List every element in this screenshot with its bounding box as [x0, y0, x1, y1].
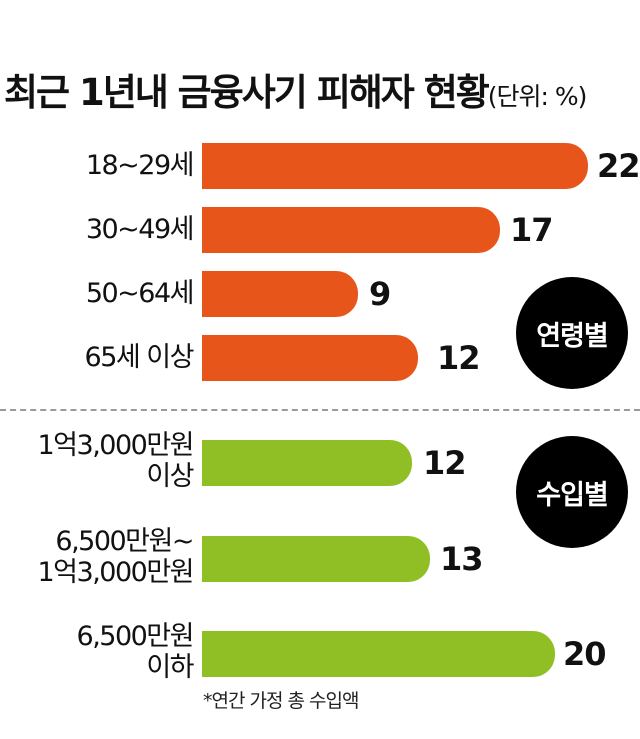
- badge-income: 수입별: [516, 436, 628, 548]
- bar-label: 1억3,000만원 이상: [37, 430, 195, 492]
- title-unit: (단위: %): [487, 82, 588, 111]
- footnote: *연간 가정 총 수입액: [203, 690, 359, 712]
- bar-label: 50~64세: [85, 278, 195, 309]
- bar-value: 13: [440, 540, 484, 578]
- bar-income-65m-130m: [202, 536, 430, 582]
- bar-income-under-65m: [202, 631, 555, 677]
- bar-value: 9: [369, 275, 391, 313]
- bar-label: 65세 이상: [84, 342, 195, 373]
- bar-label: 6,500만원~ 1억3,000만원: [37, 526, 195, 588]
- title-main: 최근 1년내 금융사기 피해자 현황: [4, 71, 490, 114]
- bar-label-line1: 1억3,000만원: [37, 430, 195, 461]
- bar-income-130m-plus: [202, 440, 412, 486]
- bar-label: 18~29세: [85, 150, 195, 181]
- bar-label: 6,500만원 이하: [76, 621, 195, 683]
- bar-value: 22: [597, 147, 640, 185]
- bar-age-30-49: [202, 207, 500, 253]
- bar-label-line1: 6,500만원~: [55, 526, 194, 557]
- bar-value: 17: [510, 211, 554, 249]
- bar-value: 20: [563, 635, 607, 673]
- bar-label-line2: 이상: [146, 461, 194, 492]
- bar-label-line2: 1억3,000만원: [37, 557, 195, 588]
- badge-age: 연령별: [516, 277, 628, 389]
- bar-label: 30~49세: [85, 214, 195, 245]
- bar-age-18-29: [202, 143, 588, 189]
- bar-age-65-plus: [202, 335, 418, 381]
- bar-age-50-64: [202, 271, 358, 317]
- chart-title: 최근 1년내 금융사기 피해자 현황(단위: %): [4, 62, 588, 116]
- bar-label-line2: 이하: [146, 652, 194, 683]
- bar-label-line1: 6,500만원: [76, 621, 195, 652]
- bar-value: 12: [423, 444, 467, 482]
- section-divider: [0, 409, 640, 411]
- bar-value: 12: [437, 339, 481, 377]
